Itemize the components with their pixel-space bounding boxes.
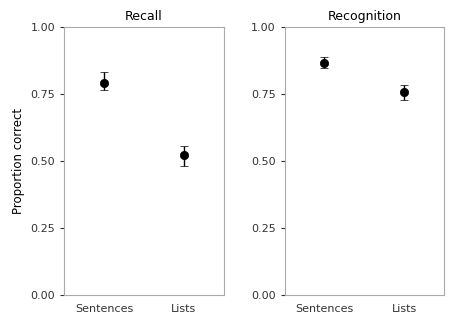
Title: Recognition: Recognition <box>327 10 401 23</box>
Y-axis label: Proportion correct: Proportion correct <box>12 108 25 214</box>
Title: Recall: Recall <box>125 10 163 23</box>
